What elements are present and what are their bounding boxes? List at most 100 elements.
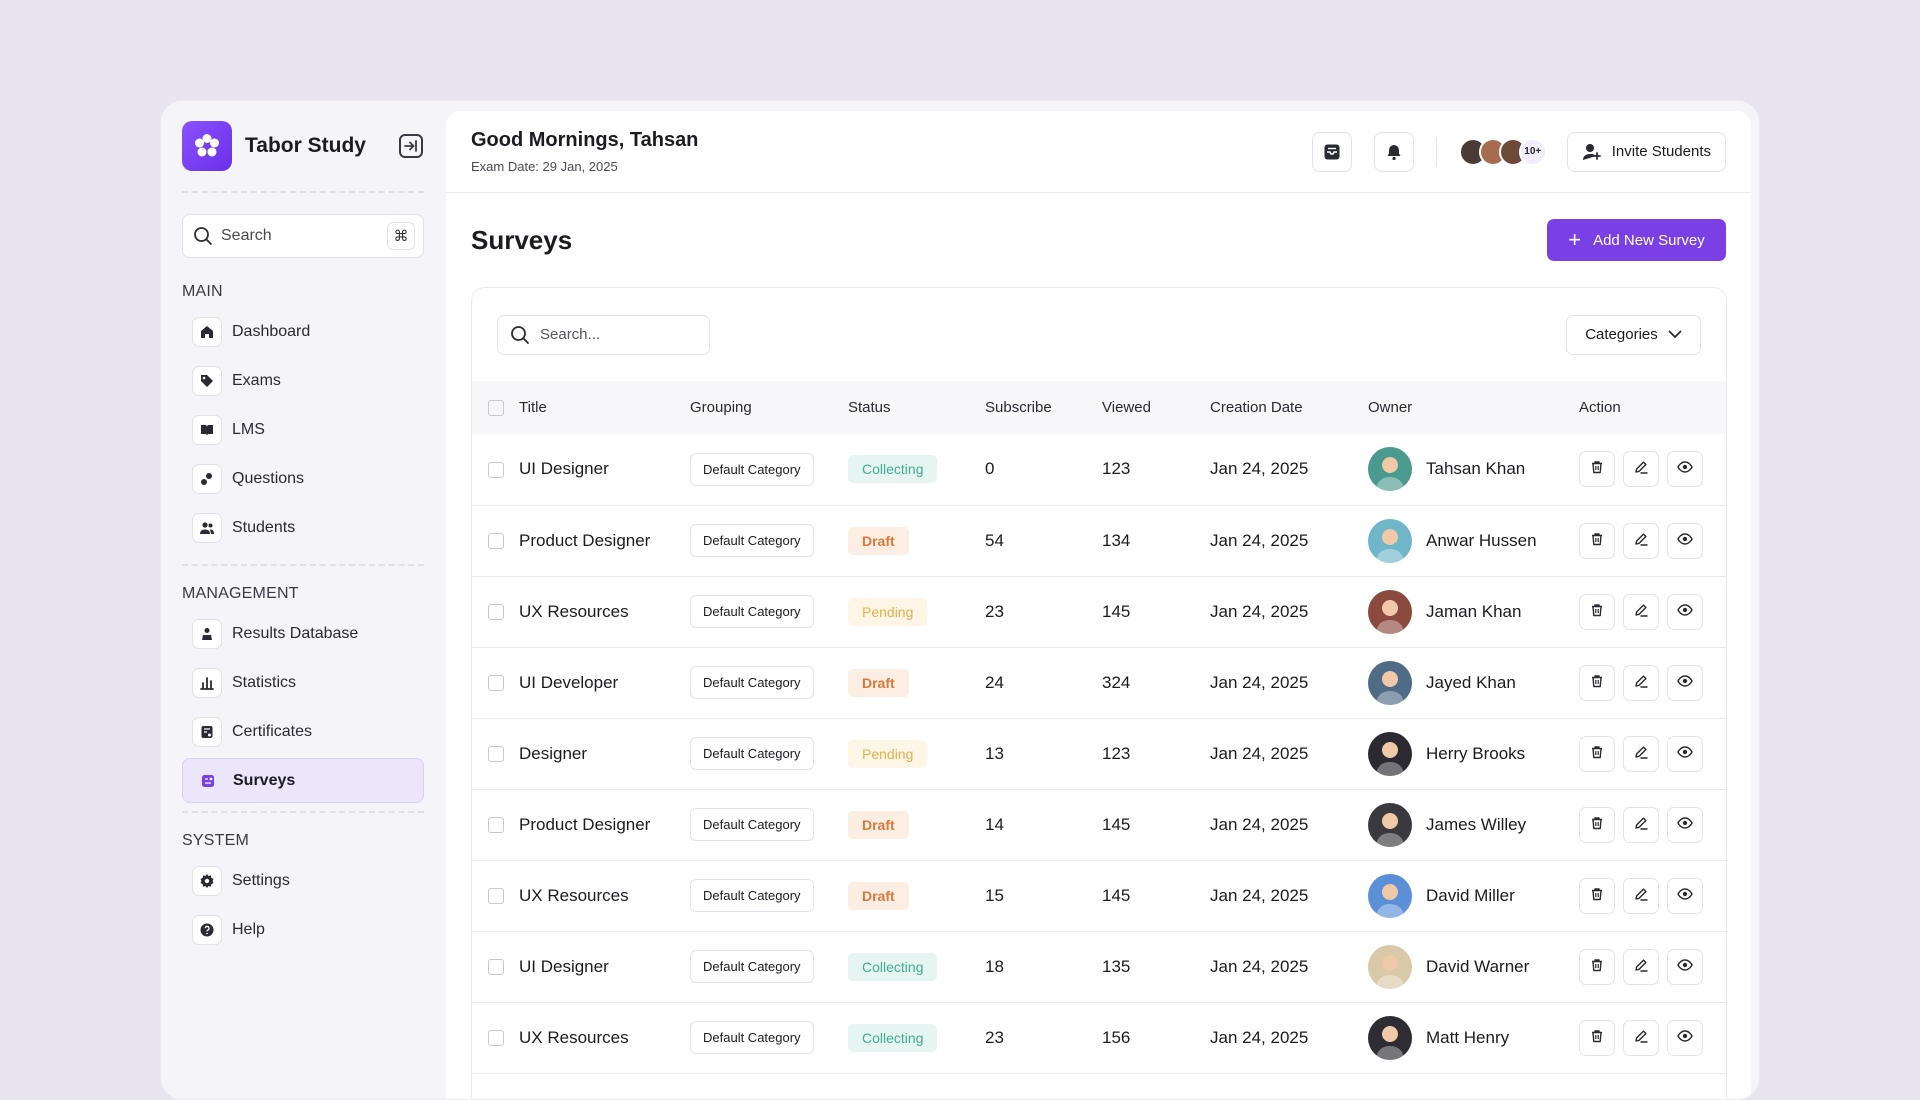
sidebar-item-students[interactable]: Students: [182, 505, 424, 550]
edit-button[interactable]: [1623, 522, 1659, 559]
subscribe-count: 18: [985, 956, 1004, 976]
table-row[interactable]: Product Designer Default Category Draft 54 1…: [472, 505, 1726, 576]
sidebar-item-dashboard[interactable]: Dashboard: [182, 309, 424, 354]
sidebar-item-help[interactable]: Help: [182, 907, 424, 952]
row-checkbox[interactable]: [488, 959, 504, 976]
delete-button[interactable]: [1579, 948, 1615, 985]
inbox-icon: [1324, 144, 1340, 159]
survey-title: UX Resources: [519, 885, 629, 905]
row-checkbox[interactable]: [488, 1030, 504, 1047]
edit-button[interactable]: [1623, 451, 1659, 488]
sidebar-search-input[interactable]: Search ⌘: [182, 214, 424, 258]
table-row[interactable]: UX Resources Default Category Pending 23 145…: [472, 576, 1726, 647]
table-search-input[interactable]: Search...: [497, 314, 710, 355]
table-row[interactable]: UI Developer Default Category Draft 24 324 Ja…: [472, 647, 1726, 718]
edit-button[interactable]: [1623, 1019, 1659, 1056]
pencil-icon: [1634, 602, 1648, 622]
select-all-checkbox[interactable]: [488, 400, 504, 417]
edit-button[interactable]: [1623, 877, 1659, 914]
edit-button[interactable]: [1623, 593, 1659, 630]
view-button[interactable]: [1667, 735, 1703, 772]
column-header-subscribe[interactable]: Subscribe: [985, 399, 1052, 416]
sidebar-item-statistics[interactable]: Statistics: [182, 660, 424, 705]
sidebar: Tabor Study Search ⌘ MAIN Dashboard Exams L…: [161, 101, 446, 1099]
sidebar-item-lms[interactable]: LMS: [182, 407, 424, 452]
grouping-tag: Default Category: [690, 808, 814, 841]
view-button[interactable]: [1667, 877, 1703, 914]
sidebar-item-label: Settings: [232, 871, 290, 889]
edit-button[interactable]: [1623, 664, 1659, 701]
table-row[interactable]: UX Resources Default Category Collecting 23…: [472, 1002, 1726, 1073]
owner: Matt Henry: [1368, 1015, 1579, 1060]
sidebar-item-surveys[interactable]: Surveys: [182, 758, 424, 803]
student-avatars[interactable]: 10+: [1458, 137, 1547, 166]
add-new-survey-button[interactable]: + Add New Survey: [1547, 219, 1726, 261]
view-button[interactable]: [1667, 593, 1703, 630]
notification-button[interactable]: [1373, 131, 1414, 172]
row-checkbox[interactable]: [488, 817, 504, 834]
column-header-grouping[interactable]: Grouping: [690, 399, 752, 416]
delete-button[interactable]: [1579, 735, 1615, 772]
avatar: [1368, 518, 1412, 563]
row-checkbox[interactable]: [488, 533, 504, 550]
column-header-viewed[interactable]: Viewed: [1102, 399, 1151, 416]
collapse-sidebar-icon[interactable]: [399, 134, 423, 158]
grouping-tag: Default Category: [690, 666, 814, 699]
avatar: [1368, 447, 1412, 492]
sidebar-item-certificates[interactable]: Certificates: [182, 709, 424, 754]
view-button[interactable]: [1667, 522, 1703, 559]
table-toolbar: Search... Categories: [472, 288, 1726, 381]
subscribe-count: 0: [985, 459, 995, 479]
table-row[interactable]: UI Designer Default Category Collecting 0 12…: [472, 434, 1726, 505]
delete-button[interactable]: [1579, 522, 1615, 559]
table-row[interactable]: UX Resources Default Category Draft 15 145 Ja…: [472, 860, 1726, 931]
invite-students-button[interactable]: Invite Students: [1566, 131, 1726, 172]
sidebar-item-label: Certificates: [232, 722, 313, 740]
edit-button[interactable]: [1623, 806, 1659, 843]
sidebar-item-exams[interactable]: Exams: [182, 358, 424, 403]
inbox-button[interactable]: [1311, 131, 1352, 172]
row-checkbox[interactable]: [488, 746, 504, 763]
row-checkbox[interactable]: [488, 675, 504, 692]
sidebar-item-label: LMS: [232, 420, 265, 438]
row-checkbox[interactable]: [488, 888, 504, 905]
view-button[interactable]: [1667, 948, 1703, 985]
subscribe-count: 15: [985, 885, 1004, 905]
delete-button[interactable]: [1579, 664, 1615, 701]
column-header-status[interactable]: Status: [848, 399, 891, 416]
column-header-owner[interactable]: Owner: [1368, 399, 1413, 416]
delete-button[interactable]: [1579, 877, 1615, 914]
column-header-creation-date[interactable]: Creation Date: [1210, 399, 1303, 416]
avatar: [1368, 873, 1412, 918]
view-button[interactable]: [1667, 664, 1703, 701]
column-header-title[interactable]: Title: [519, 399, 547, 416]
table-row[interactable]: Designer Default Category Pending 13 123 Jan …: [472, 718, 1726, 789]
creation-date: Jan 24, 2025: [1210, 885, 1309, 905]
delete-button[interactable]: [1579, 806, 1615, 843]
results-icon: [192, 618, 222, 649]
gear-icon: [192, 865, 222, 896]
view-button[interactable]: [1667, 806, 1703, 843]
row-checkbox[interactable]: [488, 604, 504, 621]
sidebar-item-settings[interactable]: Settings: [182, 858, 424, 903]
categories-dropdown[interactable]: Categories: [1566, 314, 1701, 355]
view-button[interactable]: [1667, 451, 1703, 488]
delete-button[interactable]: [1579, 451, 1615, 488]
more-count-badge: 10+: [1518, 137, 1547, 166]
status-badge: Draft: [848, 810, 909, 839]
row-checkbox[interactable]: [488, 461, 504, 478]
sidebar-item-questions[interactable]: Questions: [182, 456, 424, 501]
survey-icon: [193, 765, 223, 796]
view-button[interactable]: [1667, 1019, 1703, 1056]
table-row[interactable]: UI Designer Default Category Collecting 18 1…: [472, 931, 1726, 1002]
edit-button[interactable]: [1623, 735, 1659, 772]
edit-button[interactable]: [1623, 948, 1659, 985]
table-row[interactable]: Product Designer Default Category Draft 14 1…: [472, 789, 1726, 860]
eye-icon: [1677, 744, 1693, 764]
search-icon: [511, 325, 529, 344]
subscribe-count: 14: [985, 814, 1004, 834]
sidebar-item-results-database[interactable]: Results Database: [182, 611, 424, 656]
delete-button[interactable]: [1579, 1019, 1615, 1056]
delete-button[interactable]: [1579, 593, 1615, 630]
table-header-row: Title Grouping Status Subscribe Viewed C…: [472, 381, 1726, 434]
